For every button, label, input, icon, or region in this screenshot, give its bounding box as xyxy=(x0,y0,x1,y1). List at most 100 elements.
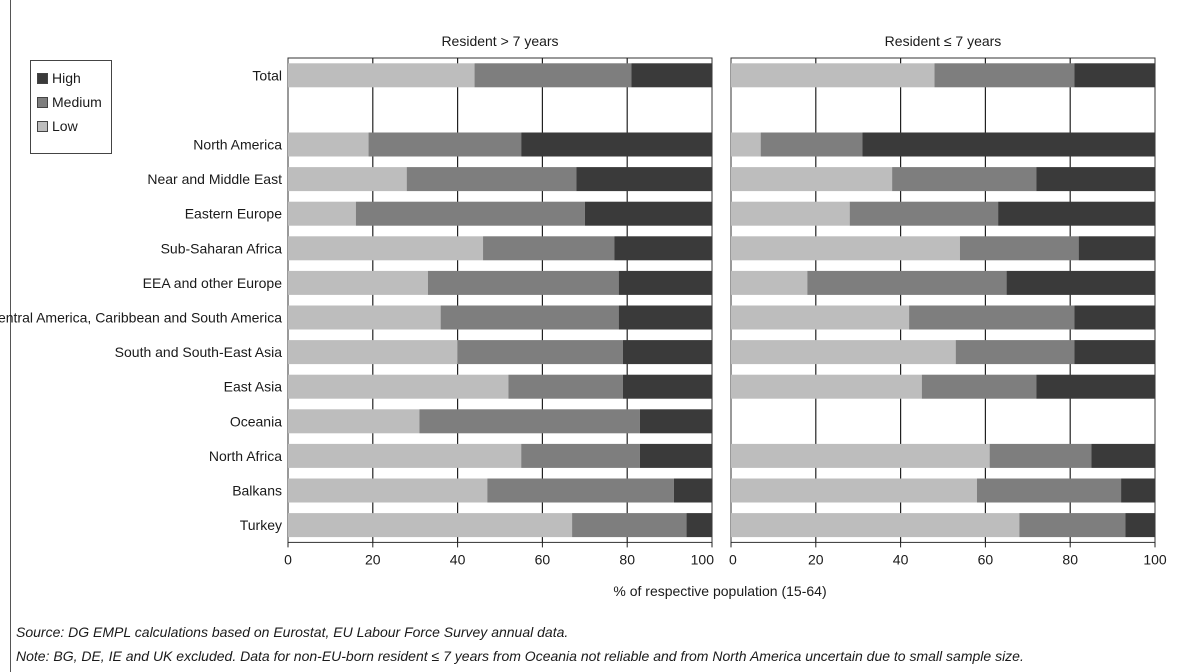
panel-2-bar-sub-saharan-africa-low xyxy=(731,236,960,261)
panel-1-bar-total-medium xyxy=(474,63,632,88)
panel-1-bar-north-africa-high xyxy=(639,443,712,468)
stacked-bar-chart: Resident > 7 years Resident ≤ 7 years Tot… xyxy=(0,33,1167,599)
category-label-total: Total xyxy=(252,67,282,83)
panel-2-bar-eea-and-other-europe-low xyxy=(731,270,808,295)
panel-2-bar-south-and-south-east-asia-low xyxy=(731,340,956,365)
panel-1-tick-label-100: 100 xyxy=(691,551,715,567)
panel-2-bar-north-africa-high xyxy=(1091,443,1155,468)
data-note: Note: BG, DE, IE and UK excluded. Data f… xyxy=(16,648,1024,664)
panel-2-bar-east-asia-low xyxy=(731,374,922,399)
panel-2-bar-total-low xyxy=(731,63,935,88)
panel-2-tick-label-0: 0 xyxy=(729,551,737,567)
panel-2-bar-near-and-middle-east-high xyxy=(1036,167,1155,192)
panel-2-bar-turkey-low xyxy=(731,513,1020,538)
panel-1-bar-near-and-middle-east-high xyxy=(576,167,712,192)
panel-1-tick-label-20: 20 xyxy=(365,551,381,567)
category-label-north-africa: North Africa xyxy=(209,448,282,464)
panel-1-bar-north-america-medium xyxy=(368,132,522,157)
category-label-near-and-middle-east: Near and Middle East xyxy=(147,171,282,187)
panel-2-bar-total-medium xyxy=(934,63,1075,88)
legend-item-medium: Medium xyxy=(37,90,105,114)
panel-1-bar-oceania-medium xyxy=(419,409,640,434)
x-axis-label: % of respective population (15-64) xyxy=(613,583,826,599)
panel-1-bar-oceania-high xyxy=(639,409,712,434)
frame-line xyxy=(10,0,11,672)
panel-2-bar-north-america-medium xyxy=(760,132,863,157)
legend-label-high: High xyxy=(52,70,81,86)
panel-1-bar-near-and-middle-east-medium xyxy=(406,167,577,192)
panel-2-bar-sub-saharan-africa-medium xyxy=(959,236,1079,261)
panel-1-bar-central-america-caribbean-and-south-america-low xyxy=(288,305,441,330)
panel-1-bar-eea-and-other-europe-low xyxy=(288,270,428,295)
panel-1-bar-turkey-medium xyxy=(572,513,687,538)
legend-item-high: High xyxy=(37,66,105,90)
panel-2-bar-east-asia-high xyxy=(1036,374,1155,399)
panel-1-bar-oceania-low xyxy=(288,409,420,434)
category-label-central-america-caribbean-and-south-america: Central America, Caribbean and South Ame… xyxy=(0,310,282,326)
category-label-eastern-europe: Eastern Europe xyxy=(185,206,282,222)
panel-2-tick-label-60: 60 xyxy=(978,551,994,567)
panel-1-bar-south-and-south-east-asia-low xyxy=(288,340,458,365)
panel-2-bar-south-and-south-east-asia-high xyxy=(1074,340,1155,365)
legend-swatch-medium xyxy=(37,96,48,108)
panel-2-bar-balkans-medium xyxy=(976,478,1122,503)
panel-2-bar-central-america-caribbean-and-south-america-medium xyxy=(909,305,1075,330)
panel-2-bar-near-and-middle-east-medium xyxy=(892,167,1037,192)
category-label-south-and-south-east-asia: South and South-East Asia xyxy=(115,344,283,360)
panel-1-bar-north-africa-medium xyxy=(521,443,640,468)
source-note: Source: DG EMPL calculations based on Eu… xyxy=(16,624,569,640)
legend-label-low: Low xyxy=(52,118,78,134)
category-label-balkans: Balkans xyxy=(232,483,282,499)
panel-2-bar-balkans-low xyxy=(731,478,977,503)
panel-1-bar-balkans-high xyxy=(673,478,712,503)
panel-1-bar-total-low xyxy=(288,63,475,88)
panel-1-bar-eastern-europe-low xyxy=(288,201,356,226)
panel-2-bar-central-america-caribbean-and-south-america-low xyxy=(731,305,910,330)
legend-swatch-low xyxy=(37,120,48,132)
panel-2-bar-north-africa-medium xyxy=(989,443,1092,468)
panel-1-bar-north-america-high xyxy=(521,132,712,157)
panel-2-bar-eastern-europe-high xyxy=(998,201,1155,226)
category-label-east-asia: East Asia xyxy=(224,379,283,395)
panel-2-bar-eea-and-other-europe-high xyxy=(1006,270,1155,295)
panel-1-bar-balkans-low xyxy=(288,478,488,503)
panel-1-bar-north-africa-low xyxy=(288,443,522,468)
panel-1-bar-eea-and-other-europe-medium xyxy=(427,270,619,295)
panel-2-bar-east-asia-medium xyxy=(921,374,1037,399)
panel-2-tick-label-40: 40 xyxy=(893,551,909,567)
legend-item-low: Low xyxy=(37,114,105,138)
panel-1-bar-central-america-caribbean-and-south-america-high xyxy=(618,305,712,330)
panel-1-frame xyxy=(287,57,713,543)
category-label-oceania: Oceania xyxy=(230,413,282,429)
panel-2-bar-eastern-europe-low xyxy=(731,201,850,226)
panel-2-bar-north-africa-low xyxy=(731,443,990,468)
panel-1-bar-south-and-south-east-asia-high xyxy=(622,340,712,365)
category-label-sub-saharan-africa: Sub-Saharan Africa xyxy=(161,240,283,256)
panel-2-bar-eea-and-other-europe-medium xyxy=(807,270,1007,295)
panel-1-title: Resident > 7 years xyxy=(441,33,558,49)
panel-2-bar-sub-saharan-africa-high xyxy=(1078,236,1155,261)
legend-label-medium: Medium xyxy=(52,94,102,110)
panel-1-bar-east-asia-high xyxy=(622,374,712,399)
panel-2-bar-south-and-south-east-asia-medium xyxy=(955,340,1075,365)
panel-1-bar-sub-saharan-africa-high xyxy=(614,236,712,261)
legend-swatch-high xyxy=(37,72,48,84)
category-label-eea-and-other-europe: EEA and other Europe xyxy=(143,275,283,291)
panel-1-bar-eea-and-other-europe-high xyxy=(618,270,712,295)
panel-1-bar-north-america-low xyxy=(288,132,369,157)
panel-1-bar-east-asia-medium xyxy=(508,374,623,399)
panel-1-bar-sub-saharan-africa-low xyxy=(288,236,484,261)
panel-1-bar-total-high xyxy=(631,63,712,88)
panel-1-bar-near-and-middle-east-low xyxy=(288,167,407,192)
panel-1-tick-label-60: 60 xyxy=(535,551,551,567)
legend: High Medium Low xyxy=(30,60,112,154)
category-label-north-america: North America xyxy=(193,137,282,153)
panel-2-bar-eastern-europe-medium xyxy=(849,201,999,226)
panel-2-tick-label-20: 20 xyxy=(808,551,824,567)
panel-1-bar-eastern-europe-medium xyxy=(355,201,585,226)
panel-2-tick-label-80: 80 xyxy=(1062,551,1078,567)
panel-2-bar-near-and-middle-east-low xyxy=(731,167,893,192)
panel-1-tick-label-0: 0 xyxy=(284,551,292,567)
panel-2-bar-central-america-caribbean-and-south-america-high xyxy=(1074,305,1155,330)
panel-1-bar-balkans-medium xyxy=(487,478,674,503)
